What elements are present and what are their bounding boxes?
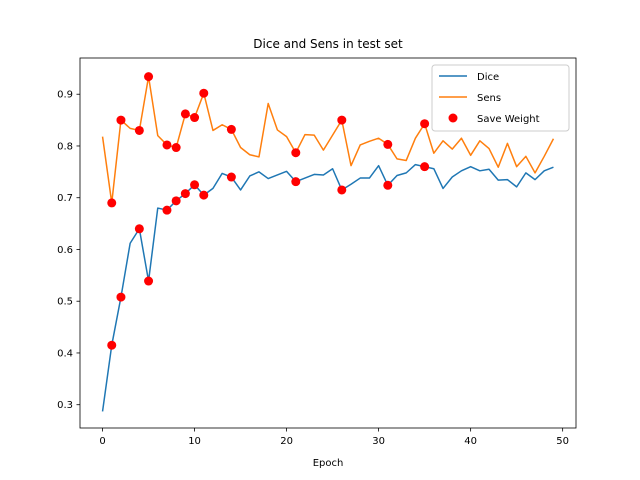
save-weight-markers	[107, 72, 430, 350]
legend-save-weight-swatch	[448, 113, 458, 123]
y-tick-label: 0.5	[57, 297, 73, 308]
save-weight-point	[162, 205, 172, 215]
y-tick-label: 0.4	[57, 348, 73, 359]
save-weight-point	[107, 340, 117, 350]
save-weight-point	[180, 189, 190, 199]
legend-save-weight-label: Save Weight	[477, 114, 540, 125]
legend-dice-label: Dice	[477, 72, 499, 83]
save-weight-point	[420, 119, 430, 129]
plot-frame	[79, 57, 577, 429]
y-tick-label: 0.7	[57, 193, 73, 204]
save-weight-point	[199, 190, 209, 200]
save-weight-point	[180, 109, 190, 119]
save-weight-point	[190, 113, 200, 123]
y-tick-label: 0.3	[57, 400, 73, 411]
x-tick-label: 40	[464, 436, 477, 447]
x-tick-label: 30	[372, 436, 385, 447]
save-weight-point	[291, 148, 301, 158]
legend: Dice Sens Save Weight	[431, 64, 570, 132]
x-tick-label: 0	[99, 436, 105, 447]
chart-title: Dice and Sens in test set	[253, 37, 403, 51]
y-tick-label: 0.9	[57, 90, 73, 101]
y-tick-label: 0.6	[57, 245, 73, 256]
save-weight-point	[226, 124, 236, 134]
save-weight-point	[337, 185, 347, 195]
x-tick-label: 20	[280, 436, 293, 447]
series-line-sens	[101, 75, 555, 204]
save-weight-point	[199, 88, 209, 98]
save-weight-point	[116, 115, 126, 125]
save-weight-point	[226, 172, 236, 182]
save-weight-point	[171, 143, 181, 153]
save-weight-point	[171, 196, 181, 206]
save-weight-point	[420, 162, 430, 172]
x-tick-label: 50	[556, 436, 569, 447]
save-weight-point	[383, 139, 393, 149]
y-tick-label: 0.8	[57, 141, 73, 152]
axis-ticks: 0 10 20 30 40 50 0.3 0.4 0.5 0.6 0.7 0.8 0.9	[57, 90, 569, 447]
legend-sens-label: Sens	[477, 93, 501, 104]
save-weight-point	[383, 180, 393, 190]
save-weight-point	[337, 115, 347, 125]
x-axis-label: Epoch	[313, 458, 344, 469]
save-weight-point	[107, 198, 117, 208]
save-weight-point	[291, 177, 301, 187]
legend-box	[431, 64, 570, 132]
x-tick-label: 10	[188, 436, 201, 447]
save-weight-point	[190, 180, 200, 190]
save-weight-point	[144, 276, 154, 286]
save-weight-point	[134, 224, 144, 234]
save-weight-point	[116, 292, 126, 302]
save-weight-point	[144, 72, 154, 82]
save-weight-point	[162, 140, 172, 150]
save-weight-point	[134, 125, 144, 135]
